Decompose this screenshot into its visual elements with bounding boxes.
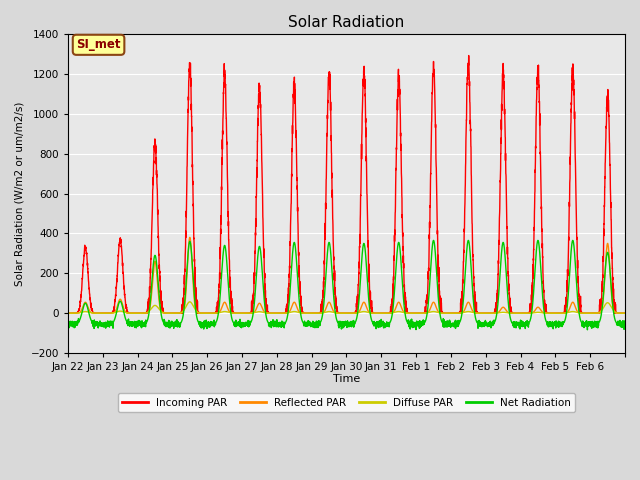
Reflected PAR [482,310,490,316]
X-axis label: Time: Time [333,373,360,384]
Incoming PAR [180,306,188,312]
Diffuse PAR [621,310,628,316]
Incoming PAR [367,305,375,311]
Line: Net Radiation: Net Radiation [68,240,625,330]
Text: SI_met: SI_met [76,38,121,51]
Reflected PAR [621,310,628,316]
Reflected PAR [367,310,375,316]
Reflected PAR [180,308,188,314]
Diffuse PAR [64,310,72,316]
Line: Diffuse PAR: Diffuse PAR [68,302,625,313]
Net Radiation [367,315,375,321]
Incoming PAR [541,306,549,312]
Incoming PAR [465,53,472,59]
Diffuse PAR [500,310,508,315]
Reflected PAR [397,303,405,309]
Line: Incoming PAR: Incoming PAR [68,56,625,313]
Net Radiation [499,240,507,245]
Diffuse PAR [397,309,405,315]
Line: Reflected PAR: Reflected PAR [68,238,625,313]
Legend: Incoming PAR, Reflected PAR, Diffuse PAR, Net Radiation: Incoming PAR, Reflected PAR, Diffuse PAR… [118,394,575,412]
Diffuse PAR [367,310,375,316]
Incoming PAR [621,310,628,316]
Net Radiation [397,257,404,263]
Reflected PAR [541,310,549,316]
Diffuse PAR [482,310,490,316]
Net Radiation [180,311,188,317]
Incoming PAR [64,310,72,316]
Diffuse PAR [186,299,194,305]
Net Radiation [621,318,628,324]
Net Radiation [541,314,549,320]
Incoming PAR [397,142,405,147]
Reflected PAR [527,310,534,316]
Reflected PAR [186,235,194,240]
Title: Solar Radiation: Solar Radiation [289,15,404,30]
Reflected PAR [64,310,72,316]
Diffuse PAR [527,310,534,316]
Net Radiation [584,327,591,333]
Diffuse PAR [180,308,188,314]
Incoming PAR [527,307,534,313]
Net Radiation [527,316,534,322]
Incoming PAR [143,310,151,316]
Reflected PAR [500,304,508,310]
Net Radiation [429,238,437,243]
Y-axis label: Solar Radiation (W/m2 or um/m2/s): Solar Radiation (W/m2 or um/m2/s) [15,101,25,286]
Diffuse PAR [541,310,549,316]
Net Radiation [64,322,72,327]
Incoming PAR [500,67,508,72]
